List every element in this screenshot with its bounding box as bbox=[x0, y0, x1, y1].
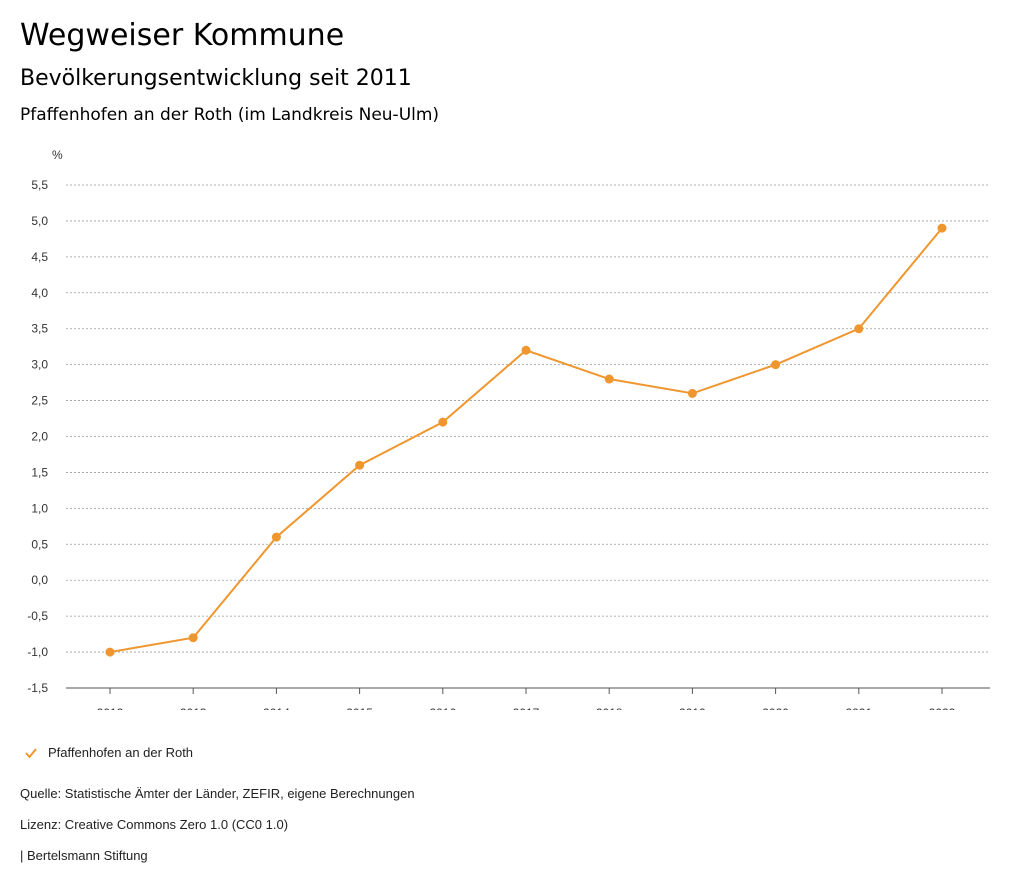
data-point[interactable] bbox=[438, 417, 448, 427]
region-title: Pfaffenhofen an der Roth (im Landkreis N… bbox=[20, 105, 440, 125]
y-axis-ticks: 5,5 5,0 4,5 4,0 3,5 3,0 2,5 2,0 1,5 1,0 0,5 0,0 -0,5… bbox=[27, 178, 48, 695]
y-tick-label: 2,5 bbox=[31, 394, 48, 408]
x-tick-label: 2014 bbox=[263, 706, 290, 710]
source-text: Quelle: Statistische Ämter der Länder, Z… bbox=[20, 786, 415, 801]
y-tick-label: -1,0 bbox=[27, 645, 48, 659]
series-line bbox=[109, 227, 943, 654]
check-icon[interactable] bbox=[24, 746, 38, 760]
y-tick-label: 1,5 bbox=[31, 465, 48, 479]
y-tick-label: 4,0 bbox=[31, 286, 48, 300]
x-tick-label: 2013 bbox=[180, 706, 207, 710]
y-tick-label: 0,5 bbox=[31, 537, 48, 551]
x-tick-label: 2021 bbox=[845, 706, 872, 710]
chart-subtitle: Bevölkerungsentwicklung seit 2011 bbox=[20, 66, 412, 91]
grid-lines bbox=[66, 184, 990, 689]
data-point[interactable] bbox=[687, 388, 697, 398]
x-tick-label: 2020 bbox=[762, 706, 789, 710]
y-tick-label: 2,0 bbox=[31, 430, 48, 444]
x-tick-label: 2019 bbox=[679, 706, 706, 710]
data-point[interactable] bbox=[937, 223, 947, 233]
page-title: Wegweiser Kommune bbox=[20, 18, 345, 53]
data-point[interactable] bbox=[105, 647, 115, 657]
x-tick-label: 2012 bbox=[97, 706, 124, 710]
data-point[interactable] bbox=[604, 374, 614, 384]
y-tick-label: 3,0 bbox=[31, 358, 48, 372]
publisher-text: | Bertelsmann Stiftung bbox=[20, 848, 148, 863]
license-text: Lizenz: Creative Commons Zero 1.0 (CC0 1… bbox=[20, 817, 289, 832]
y-tick-label: 4,5 bbox=[31, 250, 48, 264]
y-tick-label: 0,0 bbox=[31, 573, 48, 587]
x-tick-label: 2016 bbox=[429, 706, 456, 710]
x-tick-label: 2015 bbox=[346, 706, 373, 710]
data-point[interactable] bbox=[521, 345, 531, 355]
y-tick-label: 3,5 bbox=[31, 322, 48, 336]
legend: Pfaffenhofen an der Roth bbox=[24, 745, 193, 760]
x-tick-label: 2022 bbox=[929, 706, 956, 710]
x-tick-label: 2018 bbox=[596, 706, 623, 710]
y-axis-unit-label: % bbox=[52, 148, 63, 162]
data-point[interactable] bbox=[854, 324, 864, 334]
x-axis: 2012 2013 2014 2015 2016 2017 2018 2019 2020 2021… bbox=[66, 687, 990, 710]
data-point[interactable] bbox=[271, 532, 281, 542]
y-tick-label: 5,0 bbox=[31, 214, 48, 228]
y-tick-label: -0,5 bbox=[27, 609, 48, 623]
series-group bbox=[105, 223, 947, 657]
y-tick-label: 1,0 bbox=[31, 501, 48, 515]
legend-item-label[interactable]: Pfaffenhofen an der Roth bbox=[48, 745, 194, 760]
data-point[interactable] bbox=[355, 460, 365, 470]
line-chart: % 5,5 5,0 4,5 4,0 3,5 3,0 2,5 2,0 1,5 1,0 0,5 0,0 -0… bbox=[27, 148, 990, 710]
data-point[interactable] bbox=[771, 360, 781, 370]
x-tick-label: 2017 bbox=[513, 706, 540, 710]
y-tick-label: -1,5 bbox=[27, 681, 48, 695]
data-point[interactable] bbox=[188, 633, 198, 643]
y-tick-label: 5,5 bbox=[31, 178, 48, 192]
